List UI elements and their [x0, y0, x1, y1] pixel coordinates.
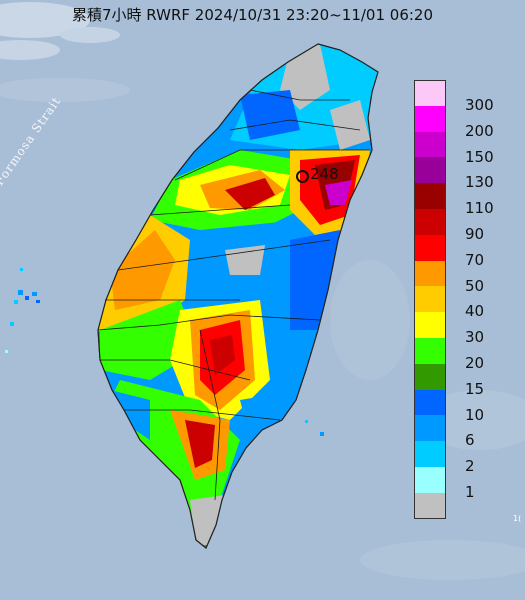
corner-note: 1(: [513, 514, 522, 523]
legend-swatch: [414, 131, 446, 158]
legend-swatch: [414, 312, 446, 338]
legend-swatch: [414, 183, 446, 209]
legend-label: 2: [465, 457, 475, 476]
cloud-texture: [0, 2, 525, 580]
legend-label: 15: [465, 379, 485, 398]
legend-label: 1: [465, 483, 475, 501]
legend-label: 70: [465, 250, 485, 269]
legend-swatch: [414, 286, 446, 313]
legend-label: 110: [465, 199, 494, 218]
legend-label: 20: [465, 354, 485, 372]
island-outline: [97, 43, 379, 549]
legend-label: 200: [465, 121, 494, 140]
legend-swatch: [414, 157, 446, 184]
map-title: 累積7小時 RWRF 2024/10/31 23:20~11/01 06:20: [72, 6, 434, 24]
legend-label: 130: [465, 173, 494, 192]
offshore-rain-specks: [5, 268, 324, 436]
max-rainfall-marker: [296, 170, 309, 183]
legend-swatch: [414, 80, 446, 106]
legend-swatch: [414, 363, 446, 390]
legend-swatch: [414, 105, 446, 132]
boundary-lines: [97, 89, 370, 501]
legend-label: 300: [465, 96, 494, 114]
legend-swatch: [414, 260, 446, 287]
legend-label: 150: [465, 147, 494, 166]
legend-label: 6: [465, 431, 475, 450]
legend-label: 30: [465, 328, 485, 347]
legend-swatch: [414, 441, 446, 467]
color-legend: [414, 80, 448, 519]
legend-swatch: [414, 415, 446, 442]
legend-swatch: [414, 234, 446, 261]
legend-swatch: [414, 337, 446, 364]
legend-swatch: [414, 492, 446, 519]
max-rainfall-value: 248: [310, 165, 339, 183]
legend-swatch: [414, 389, 446, 416]
legend-swatch: [414, 466, 446, 493]
legend-label: 10: [465, 405, 485, 424]
legend-label: 90: [465, 225, 485, 243]
legend-swatch: [414, 208, 446, 235]
legend-label: 50: [465, 276, 485, 295]
rainfall-field: [98, 44, 378, 545]
legend-label: 40: [465, 302, 485, 321]
